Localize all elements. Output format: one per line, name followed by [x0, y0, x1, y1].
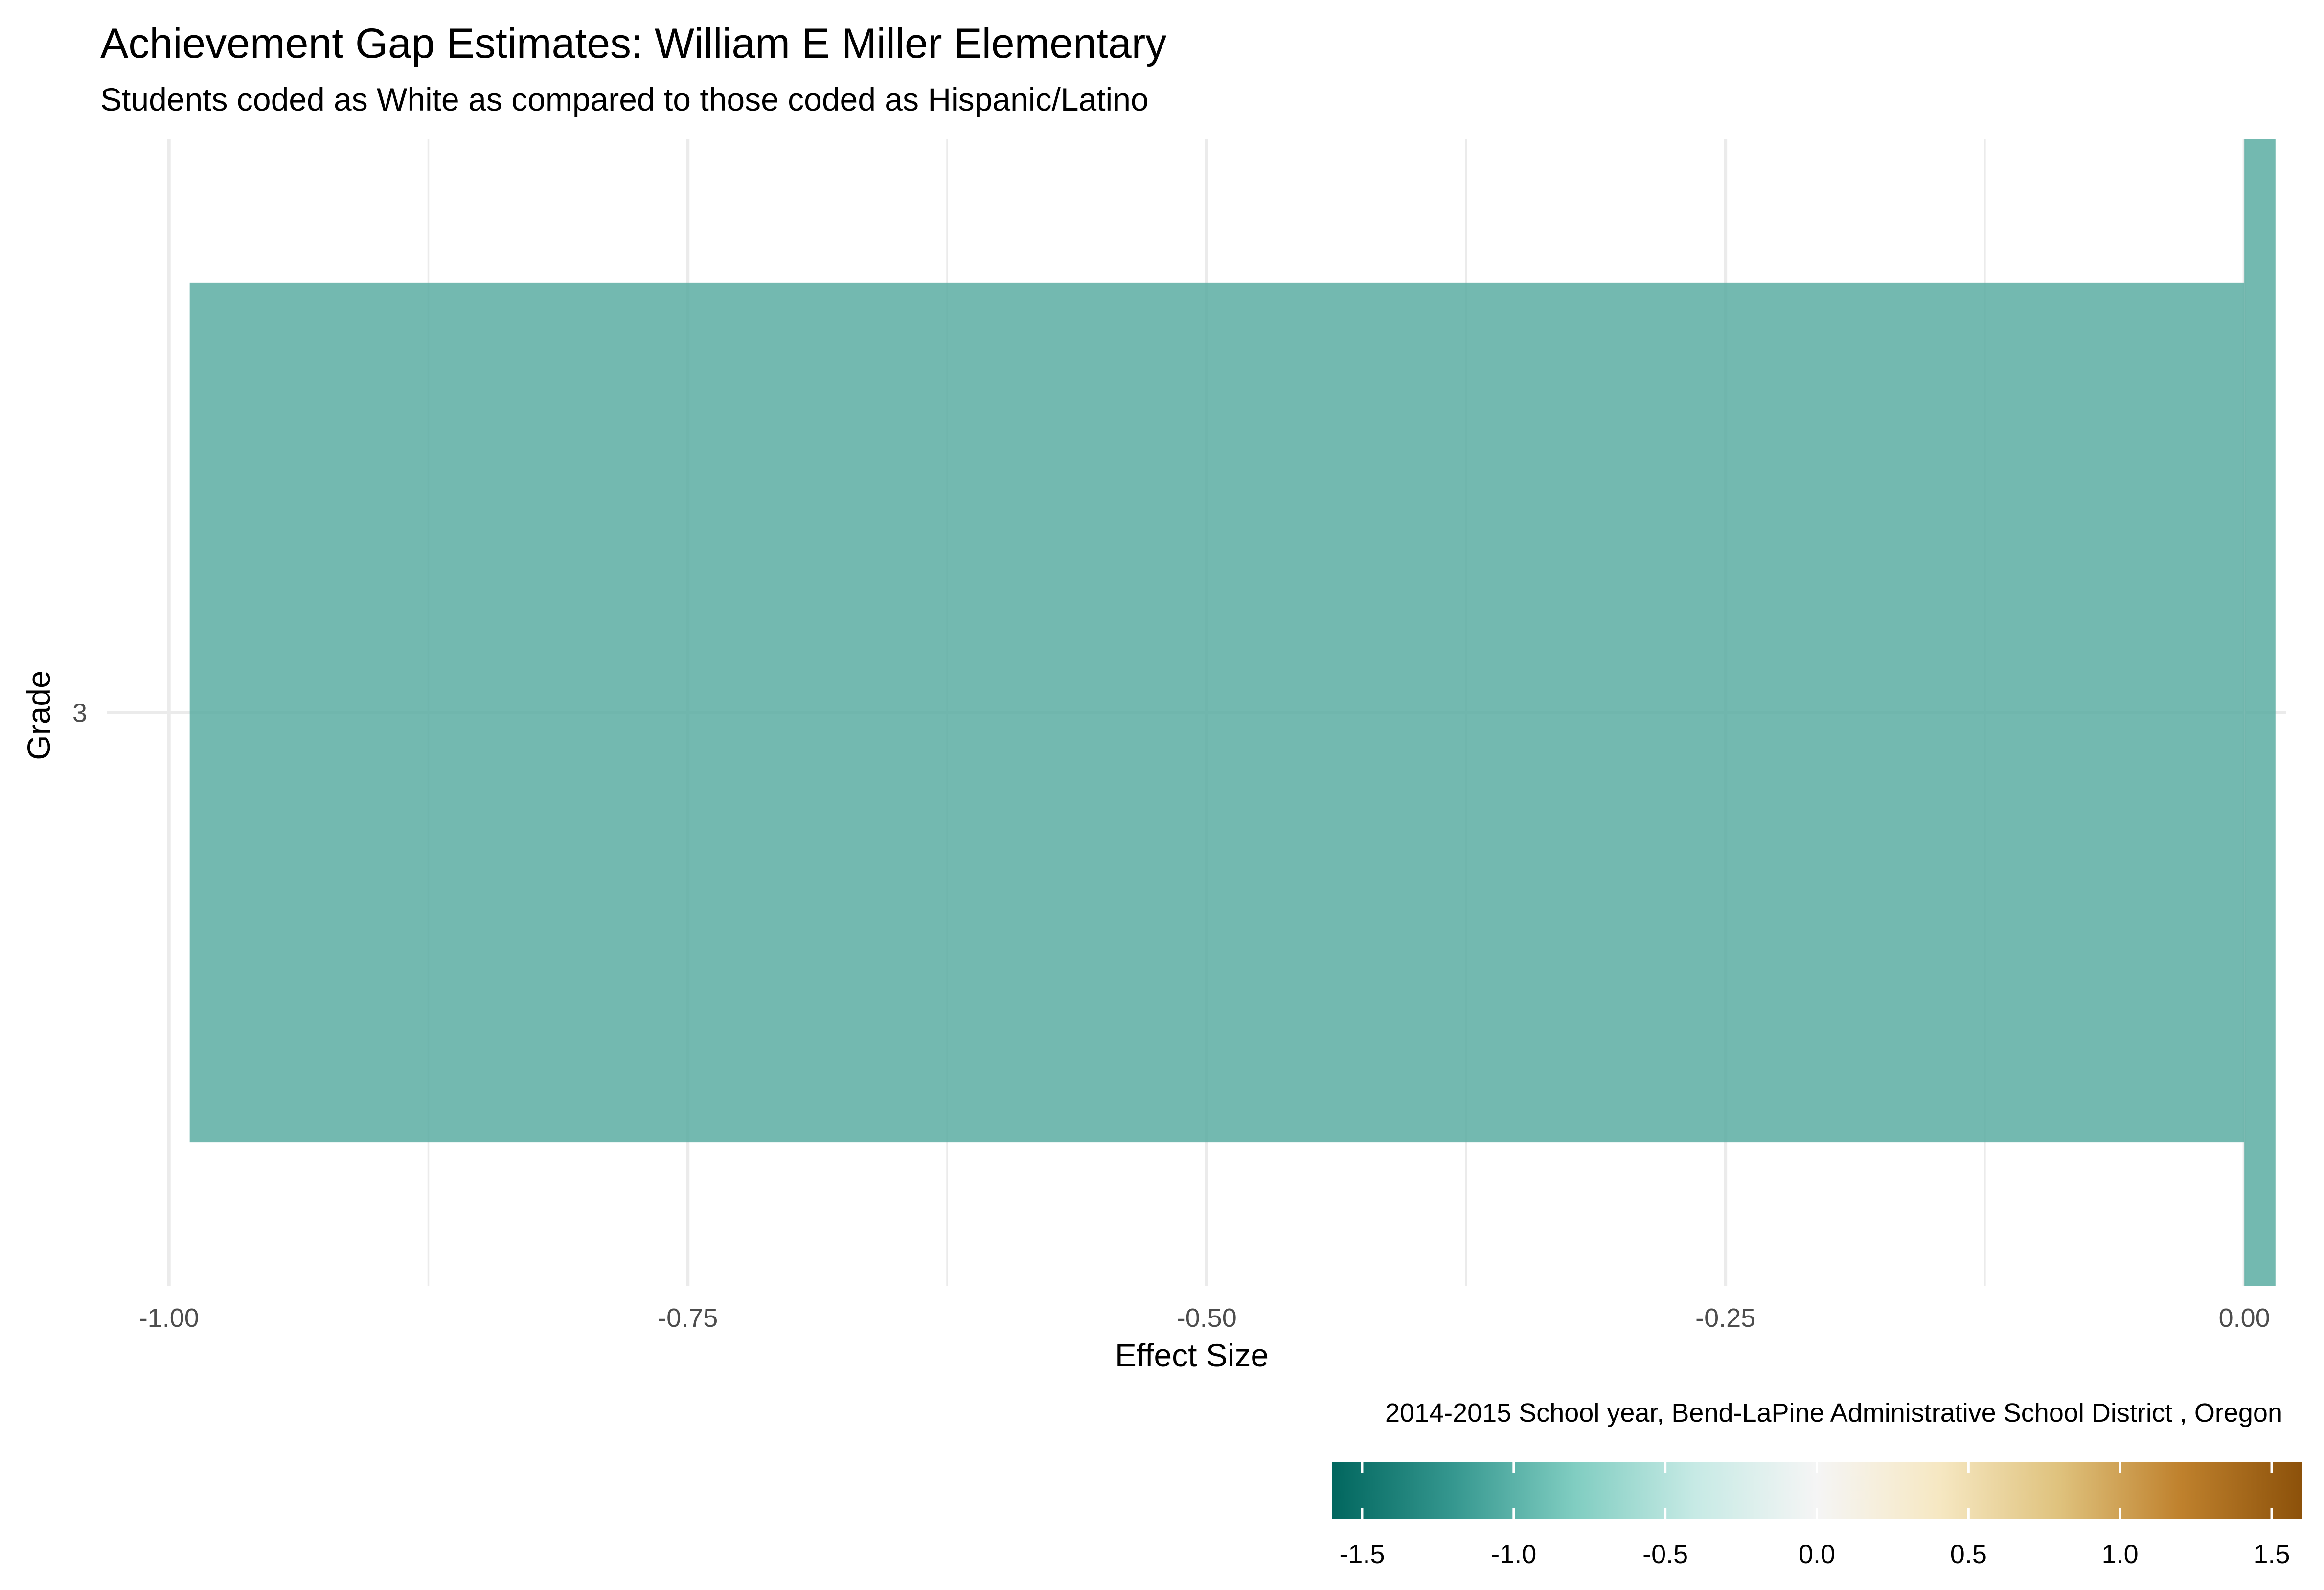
y-axis-title: Grade — [21, 670, 57, 760]
x-tick-label: -0.50 — [1177, 1303, 1237, 1333]
x-tick-label: 0.00 — [2219, 1303, 2270, 1333]
legend-tick-label: -0.5 — [1642, 1540, 1688, 1569]
legend-tick-label: 0.0 — [1799, 1540, 1835, 1569]
bar — [189, 282, 2245, 1143]
chart-title: Achievement Gap Estimates: William E Mil… — [100, 20, 1166, 67]
legend-tick-label: 1.0 — [2102, 1540, 2139, 1569]
x-tick-label: -1.00 — [139, 1303, 199, 1333]
y-axis-ticks: 3 — [72, 699, 87, 728]
x-axis-title: Effect Size — [1115, 1337, 1269, 1373]
y-tick-label: 3 — [72, 699, 87, 728]
chart-subtitle: Students coded as White as compared to t… — [100, 81, 1149, 117]
x-tick-label: -0.25 — [1695, 1303, 1755, 1333]
legend-tick-label: 1.5 — [2253, 1540, 2290, 1569]
legend-ticks: -1.5 -1.0 -0.5 0.0 0.5 1.0 1.5 — [1339, 1462, 2290, 1569]
legend-tick-label: -1.0 — [1491, 1540, 1536, 1569]
color-legend: -1.5 -1.0 -0.5 0.0 0.5 1.0 1.5 — [1332, 1462, 2302, 1569]
legend-tick-label: -1.5 — [1339, 1540, 1385, 1569]
legend-tick-label: 0.5 — [1950, 1540, 1987, 1569]
bar — [2244, 139, 2276, 1286]
chart-caption: 2014-2015 School year, Bend-LaPine Admin… — [1385, 1398, 2282, 1428]
bar-series — [189, 139, 2276, 1286]
x-axis-ticks: -1.00 -0.75 -0.50 -0.25 0.00 — [139, 1303, 2270, 1333]
x-tick-label: -0.75 — [658, 1303, 718, 1333]
